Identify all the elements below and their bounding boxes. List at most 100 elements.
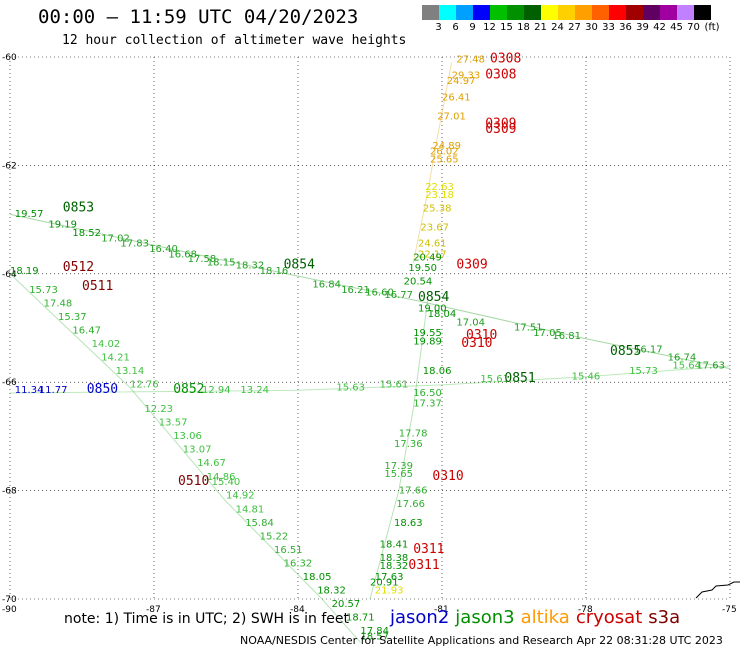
wave-height-value: 22.63 (425, 182, 454, 193)
satellite-track (369, 300, 429, 600)
legend-tick-label: 6 (452, 22, 459, 33)
lon-tick-label: -90 (2, 605, 17, 615)
wave-height-value: 17.66 (396, 499, 425, 510)
wave-height-value: 18.19 (10, 266, 39, 277)
wave-height-value: 15.64 (672, 361, 701, 372)
wave-height-value: 12.76 (130, 380, 159, 391)
wave-height-value: 14.02 (92, 339, 121, 350)
wave-height-value: 16.84 (312, 279, 341, 290)
satellite-track (9, 273, 361, 643)
pass-time-label: 0309 (485, 117, 516, 132)
wave-height-value: 15.46 (572, 372, 601, 383)
wave-height-value: 12.23 (144, 404, 173, 415)
lon-tick-label: -78 (578, 605, 593, 615)
wave-height-value: 15.73 (629, 366, 658, 377)
wave-height-value: 20.91 (370, 577, 399, 588)
satellite-legend-jason2: jason2 (390, 607, 450, 628)
legend-swatch (473, 5, 490, 20)
wave-height-value: 17.37 (413, 399, 442, 410)
wave-height-value: 26.02 (430, 147, 459, 158)
wave-height-value: 18.16 (260, 266, 289, 277)
wave-height-value: 15.40 (212, 477, 241, 488)
legend-swatch (677, 5, 694, 20)
legend-swatch (609, 5, 626, 20)
wave-height-value: 15.73 (29, 285, 58, 296)
lon-tick-label: -87 (146, 605, 161, 615)
lon-tick-label: -84 (290, 605, 305, 615)
wave-height-value: 14.81 (236, 504, 265, 515)
legend-tick-label: 42 (653, 22, 666, 33)
wave-height-value: 20.54 (404, 277, 433, 288)
wave-height-value: 16.77 (384, 290, 413, 301)
pass-time-label: 0308 (490, 51, 521, 66)
credit-line: NOAA/NESDIS Center for Satellite Applica… (240, 634, 723, 647)
wave-height-value: 17.63 (375, 572, 404, 583)
wave-height-value: 19.19 (48, 220, 77, 231)
wave-height-value: 21.93 (375, 586, 404, 597)
wave-height-value: 16.68 (168, 250, 197, 261)
lon-tick-label: -81 (434, 605, 449, 615)
legend-tick-label: 9 (469, 22, 476, 33)
wave-height-value: 15.37 (58, 312, 87, 323)
wave-height-value: 11.77 (39, 385, 68, 396)
wave-height-value: 17.02 (101, 233, 130, 244)
wave-height-value: 15.63 (336, 382, 365, 393)
wave-height-value: 24.61 (418, 239, 447, 250)
wave-height-value: 20.49 (413, 252, 442, 263)
legend-swatch (575, 5, 592, 20)
wave-height-value: 27.01 (437, 111, 466, 122)
pass-time-label: 0850 (87, 382, 118, 397)
legend-swatch (592, 5, 609, 20)
pass-time-label: 0853 (63, 201, 94, 216)
pass-time-label: 0854 (284, 257, 315, 272)
legend-tick-label: 3 (435, 22, 442, 33)
wave-height-value: 17.39 (384, 461, 413, 472)
coastline-path (695, 581, 740, 599)
pass-time-label: 0310 (432, 469, 463, 484)
wave-height-value: 16.60 (365, 288, 394, 299)
wave-height-value: 15.22 (260, 531, 289, 542)
wave-height-value: 17.48 (44, 298, 73, 309)
wave-height-value: 19.57 (15, 209, 44, 220)
footer-note: note: 1) Time is in UTC; 2) SWH is in fe… (64, 611, 350, 627)
wave-height-value: 24.89 (432, 141, 461, 152)
wave-height-value: 14.67 (197, 458, 226, 469)
wave-height-value: 14.92 (226, 491, 255, 502)
wave-height-value: 17.78 (399, 428, 428, 439)
wave-height-value: 18.63 (394, 518, 423, 529)
legend-tick-label: 33 (602, 22, 615, 33)
wave-height-value: 12.94 (202, 385, 231, 396)
wave-height-value: 16.74 (668, 353, 697, 364)
wave-height-value: 18.32 (317, 586, 346, 597)
pass-time-label: 0512 (63, 260, 94, 275)
legend-tick-label: 27 (568, 22, 581, 33)
wave-height-value: 24.97 (447, 76, 476, 87)
page-title: 00:00 – 11:59 UTC 04/20/2023 (38, 6, 359, 28)
wave-height-value: 13.07 (183, 445, 212, 456)
pass-time-label: 0311 (413, 542, 444, 557)
legend-swatch (558, 5, 575, 20)
legend-swatch (524, 5, 541, 20)
wave-height-value: 14.21 (101, 353, 130, 364)
wave-height-value: 15.84 (245, 518, 274, 529)
pass-time-label: 0309 (456, 257, 487, 272)
wave-height-value: 18.06 (423, 366, 452, 377)
wave-height-value: 15.61 (480, 374, 509, 385)
wave-height-value: 23.18 (425, 190, 454, 201)
legend-swatch (422, 5, 439, 20)
legend-swatch (439, 5, 456, 20)
wave-height-value: 22.17 (418, 250, 447, 261)
wave-height-value: 18.04 (428, 309, 457, 320)
wave-height-value: 17.58 (188, 254, 217, 265)
satellite-track (9, 213, 731, 370)
legend-swatch (660, 5, 677, 20)
wave-height-value: 15.65 (384, 469, 413, 480)
satellite-legend-altika: altika (520, 607, 570, 628)
satellite-track (412, 62, 453, 264)
legend-unit: (ft) (704, 22, 720, 33)
legend-swatch (643, 5, 660, 20)
legend-tick-label: 24 (551, 22, 564, 33)
satellite-tracks (9, 62, 731, 643)
